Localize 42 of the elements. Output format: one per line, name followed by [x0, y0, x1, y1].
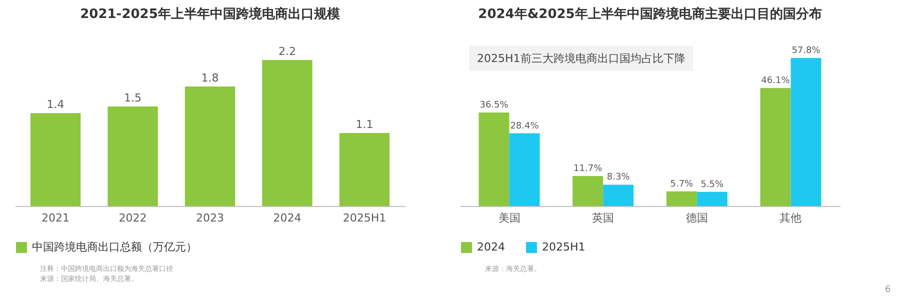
data-label: 46.1% — [761, 76, 790, 86]
x-tick-label: 2022 — [118, 212, 147, 224]
bar — [760, 88, 791, 206]
bar — [509, 133, 540, 206]
data-label: 8.3% — [606, 172, 630, 183]
bar — [696, 192, 728, 206]
bar — [184, 86, 236, 206]
x-tick-label: 2023 — [196, 212, 224, 224]
bar — [478, 112, 510, 206]
data-label: 5.5% — [700, 180, 724, 190]
data-label: 1.8 — [201, 72, 219, 85]
x-tick-label: 英国 — [592, 212, 614, 224]
data-label: 36.5% — [480, 100, 509, 111]
bar — [108, 106, 158, 206]
x-tick-label: 2024 — [273, 212, 302, 224]
annotation: 2025H1前三大跨境电商出口国均占比下降 — [469, 46, 694, 71]
bar — [572, 176, 604, 206]
data-label: 11.7% — [574, 164, 603, 174]
data-label: 28.4% — [510, 121, 540, 132]
data-label: 57.8% — [792, 46, 821, 56]
bar — [603, 184, 634, 206]
bar — [262, 60, 312, 206]
x-tick-label: 其他 — [780, 212, 802, 224]
data-label: 1.4 — [46, 98, 64, 112]
bar — [666, 191, 697, 206]
chart-title: 2021-2025年上半年中国跨境电商出口规模 — [80, 6, 340, 22]
bar — [30, 113, 81, 206]
x-tick-label: 2021 — [42, 212, 70, 224]
data-label: 1.5 — [124, 91, 142, 104]
x-tick-label: 美国 — [498, 212, 520, 224]
bar — [339, 133, 390, 206]
bar — [790, 58, 822, 206]
data-label: 2.2 — [278, 45, 296, 58]
legend-label: 2025H1 — [542, 240, 586, 254]
legend-label: 中国跨境电商出口总额（万亿元） — [32, 240, 197, 254]
text: 6 — [885, 285, 891, 295]
chart-title: 2024年&2025年上半年中国跨境电商主要出口目的国分布 — [478, 6, 822, 22]
x-tick-label: 2025H1 — [342, 212, 386, 224]
data-label: 1.1 — [356, 118, 374, 131]
legend-label: 2024 — [477, 240, 505, 254]
x-tick-label: 德国 — [686, 212, 708, 224]
data-label: 5.7% — [670, 179, 694, 190]
